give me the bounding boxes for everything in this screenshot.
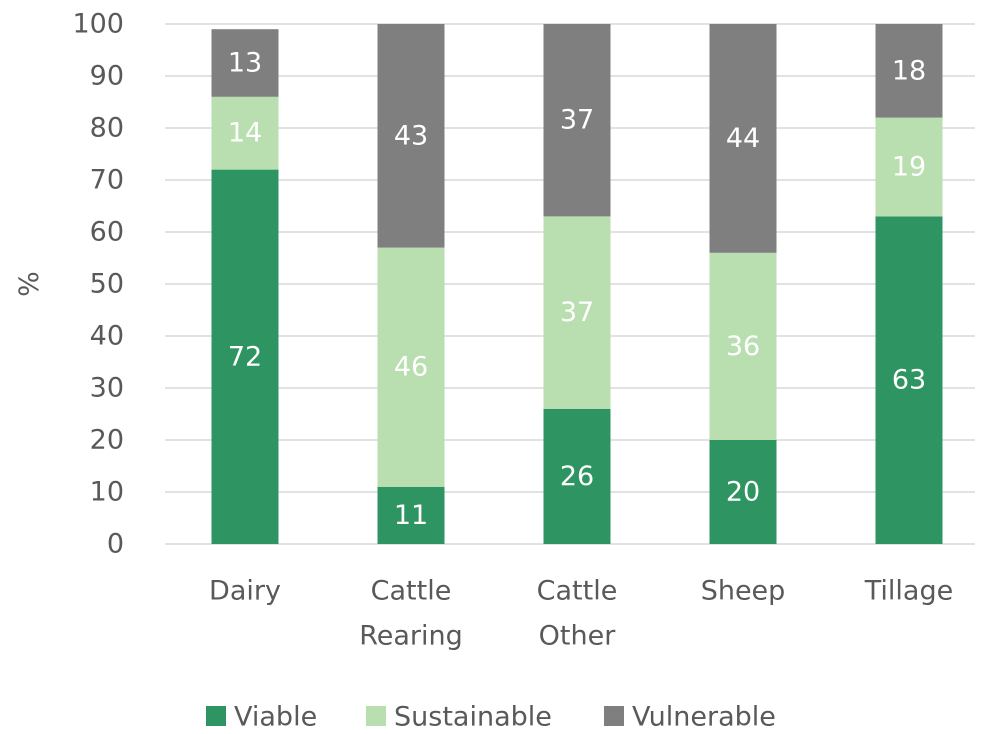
y-tick-label: 100 [72,9,124,40]
y-tick-label: 20 [90,425,124,456]
bar-segment-sustainable [875,117,943,217]
y-tick-label: 30 [90,373,124,404]
y-tick-label: 80 [90,113,124,144]
x-axis-categories: Dairy Cattle Rearing Cattle Other Sheep Tillag… [209,576,953,652]
legend-swatch-viable [206,706,226,726]
bars: 72 14 13 11 46 43 26 37 37 20 36 44 63 19 18 [211,24,943,544]
y-axis-ticks: 0 10 20 30 40 50 60 70 80 90 100 [72,9,124,560]
x-category-label: Other [539,621,617,652]
bar-segment-sustainable [211,96,279,170]
bar-segment-viable [709,440,777,544]
data-label: 37 [560,297,594,328]
data-label: 13 [228,48,262,79]
data-label: 18 [892,55,926,86]
data-label: 20 [726,477,760,508]
y-tick-label: 0 [107,529,124,560]
x-category-label: Cattle [371,576,452,607]
bar-segment-sustainable [543,216,611,409]
bar-segment-viable [543,408,611,544]
y-tick-label: 40 [90,321,124,352]
bar-segment-vulnerable [875,24,943,118]
bar-segment-vulnerable [377,24,445,248]
bar-segment-vulnerable [211,29,279,97]
x-category-label: Dairy [209,576,281,607]
bar-segment-viable [211,169,279,544]
bar-segment-viable [377,486,445,544]
data-label: 63 [892,365,926,396]
legend-label-viable: Viable [234,702,317,733]
legend-label-vulnerable: Vulnerable [632,702,776,733]
data-label: 36 [726,331,760,362]
data-label: 14 [228,118,262,149]
bar-segment-sustainable [377,247,445,487]
y-tick-label: 60 [90,217,124,248]
y-tick-label: 70 [90,165,124,196]
x-category-label: Tillage [864,576,953,607]
x-category-label: Rearing [359,621,463,652]
data-label: 11 [394,500,428,531]
x-category-label: Cattle [537,576,618,607]
y-tick-label: 50 [90,269,124,300]
data-label: 44 [726,123,760,154]
data-label: 26 [560,461,594,492]
bar-segment-vulnerable [709,24,777,253]
legend-swatch-sustainable [366,706,386,726]
legend-swatch-vulnerable [604,706,624,726]
bar-segment-sustainable [709,252,777,440]
bar-segment-vulnerable [543,24,611,217]
data-label: 72 [228,341,262,372]
x-category-label: Sheep [701,576,786,607]
data-label: 43 [394,120,428,151]
y-tick-label: 10 [90,477,124,508]
data-label: 37 [560,105,594,136]
legend-label-sustainable: Sustainable [394,702,552,733]
data-label: 46 [394,352,428,383]
y-axis-label: % [14,271,45,297]
legend: Viable Sustainable Vulnerable [206,702,776,733]
y-tick-label: 90 [90,61,124,92]
data-label: 19 [892,152,926,183]
bar-segment-viable [875,216,943,544]
